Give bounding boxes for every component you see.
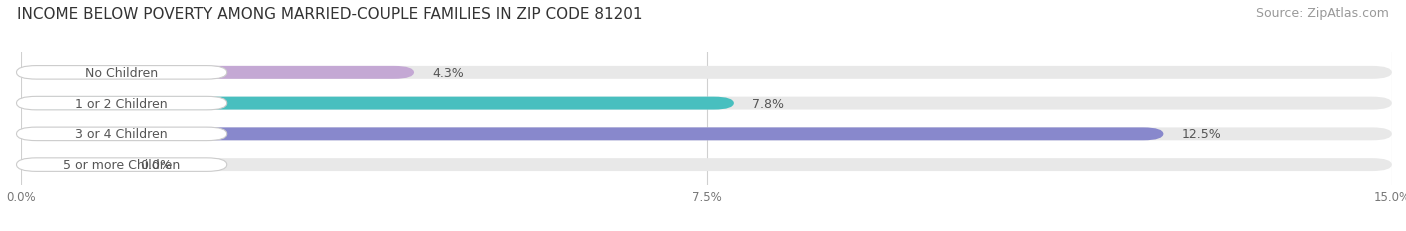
Text: 5 or more Children: 5 or more Children: [63, 158, 180, 171]
FancyBboxPatch shape: [17, 128, 226, 141]
FancyBboxPatch shape: [21, 97, 734, 110]
Text: 3 or 4 Children: 3 or 4 Children: [76, 128, 167, 141]
FancyBboxPatch shape: [17, 97, 226, 110]
Text: No Children: No Children: [84, 67, 159, 79]
FancyBboxPatch shape: [17, 66, 226, 80]
Text: INCOME BELOW POVERTY AMONG MARRIED-COUPLE FAMILIES IN ZIP CODE 81201: INCOME BELOW POVERTY AMONG MARRIED-COUPL…: [17, 7, 643, 22]
FancyBboxPatch shape: [21, 158, 122, 171]
Text: Source: ZipAtlas.com: Source: ZipAtlas.com: [1256, 7, 1389, 20]
FancyBboxPatch shape: [21, 67, 1392, 79]
FancyBboxPatch shape: [21, 97, 1392, 110]
Text: 1 or 2 Children: 1 or 2 Children: [76, 97, 167, 110]
FancyBboxPatch shape: [21, 128, 1392, 141]
Text: 7.8%: 7.8%: [752, 97, 785, 110]
FancyBboxPatch shape: [21, 158, 1392, 171]
Text: 0.0%: 0.0%: [141, 158, 172, 171]
Text: 12.5%: 12.5%: [1181, 128, 1222, 141]
FancyBboxPatch shape: [17, 158, 226, 172]
FancyBboxPatch shape: [21, 128, 1164, 141]
FancyBboxPatch shape: [21, 67, 415, 79]
Text: 4.3%: 4.3%: [433, 67, 464, 79]
